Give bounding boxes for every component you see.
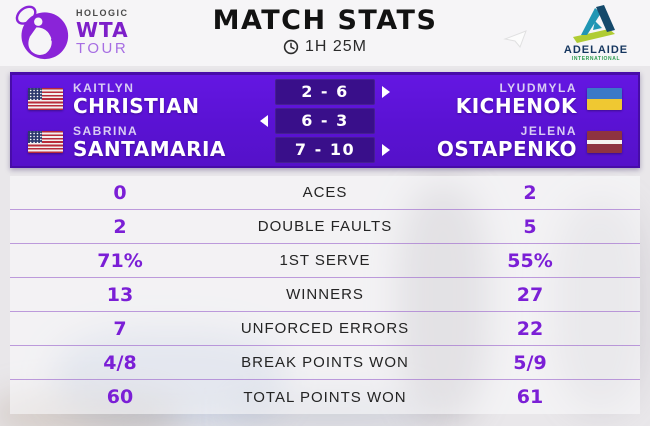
set-score-row: 2 - 6	[260, 78, 390, 105]
adelaide-wordmark: ADELAIDE	[563, 44, 629, 56]
right-team: LYUDMYLA KICHENOK JELENA OSTAPENKO	[437, 75, 622, 166]
player-first-name: KAITLYN	[73, 81, 135, 95]
set-winner-arrow-right	[382, 85, 390, 98]
left-team-value: 0	[113, 181, 127, 204]
stat-row-total-points-won: 60 TOTAL POINTS WON 61	[10, 380, 640, 414]
match-duration: 1H 25M	[304, 38, 368, 55]
player-last-name: CHRISTIAN	[73, 94, 200, 118]
right-team-value: 2	[523, 181, 537, 204]
stat-row-winners: 13 WINNERS 27	[10, 278, 640, 312]
stat-label: BREAK POINTS WON	[241, 354, 409, 371]
player-first-name: JELENA	[520, 124, 577, 138]
player-last-name: OSTAPENKO	[436, 137, 577, 161]
adelaide-emblem-icon	[573, 5, 615, 43]
player-row: KAITLYN CHRISTIAN	[28, 82, 226, 116]
adelaide-subtitle: INTERNATIONAL	[571, 56, 621, 62]
player-row: LYUDMYLA KICHENOK	[456, 82, 622, 116]
player-first-name: LYUDMYLA	[499, 81, 577, 95]
wta-wordmark: WTA	[76, 17, 129, 42]
player-last-name: KICHENOK	[455, 94, 577, 118]
stat-label: 1ST SERVE	[279, 252, 371, 269]
stat-label: DOUBLE FAULTS	[257, 218, 393, 235]
set-score-row: 7 - 10	[260, 136, 390, 163]
left-team: KAITLYN CHRISTIAN SABRINA SANTAMARIA	[28, 75, 226, 166]
clock-icon	[283, 39, 299, 55]
right-team-value: 22	[516, 317, 544, 340]
wta-emblem-icon	[15, 5, 69, 60]
set-scores: 2 - 6 6 - 3 7 - 10	[260, 78, 390, 163]
right-team-value: 61	[516, 386, 544, 408]
right-team-value: 27	[516, 283, 544, 306]
cursor-icon	[503, 30, 527, 48]
stat-row-break-points-won: 4/8 BREAK POINTS WON 5/9	[10, 346, 640, 380]
left-team-value: 13	[106, 283, 134, 306]
set-score: 7 - 10	[275, 136, 375, 163]
player-row: SABRINA SANTAMARIA	[28, 125, 226, 159]
set-score: 2 - 6	[275, 78, 375, 105]
scoreboard: KAITLYN CHRISTIAN SABRINA SANTAMARIA 2 -…	[10, 72, 640, 168]
latvia-flag	[587, 131, 622, 153]
title-block: MATCH STATS 1H 25M	[0, 5, 650, 56]
set-score-row: 6 - 3	[260, 107, 390, 134]
right-team-value: 5/9	[513, 351, 547, 374]
left-team-value: 60	[106, 386, 134, 408]
wta-tour-logo: HOLOGIC WTA TOUR	[14, 3, 129, 61]
left-team-value: 4/8	[103, 351, 137, 374]
left-team-value: 2	[113, 215, 127, 238]
stat-label: UNFORCED ERRORS	[240, 320, 410, 337]
left-team-value: 7	[113, 317, 127, 340]
stat-row-double-faults: 2 DOUBLE FAULTS 5	[10, 210, 640, 244]
player-first-name: SABRINA	[73, 124, 139, 138]
stat-row-aces: 0 ACES 2	[10, 176, 640, 210]
usa-flag	[28, 131, 63, 153]
page-title: MATCH STATS	[212, 5, 438, 36]
stat-label: WINNERS	[286, 286, 364, 303]
stat-label: TOTAL POINTS WON	[243, 388, 407, 406]
set-winner-arrow-left	[260, 114, 268, 127]
adelaide-international-logo: ADELAIDE INTERNATIONAL	[550, 4, 642, 62]
stat-row-unforced-errors: 7 UNFORCED ERRORS 22	[10, 312, 640, 346]
ukraine-flag	[587, 88, 622, 110]
usa-flag	[28, 88, 63, 110]
player-row: JELENA OSTAPENKO	[437, 125, 622, 159]
set-winner-arrow-right	[382, 143, 390, 156]
stat-label: ACES	[302, 184, 348, 201]
wta-wordmark-block: HOLOGIC WTA TOUR	[76, 7, 129, 57]
right-team-value: 5	[523, 215, 537, 238]
right-team-value: 55%	[507, 249, 553, 272]
hologic-wordmark: HOLOGIC	[76, 7, 129, 18]
stat-row-first-serve: 71% 1ST SERVE 55%	[10, 244, 640, 278]
match-duration-row: 1H 25M	[0, 38, 650, 56]
tour-wordmark: TOUR	[76, 39, 129, 57]
player-last-name: SANTAMARIA	[73, 137, 226, 161]
stats-panel: 0 ACES 2 2 DOUBLE FAULTS 5 71% 1ST SERVE…	[10, 176, 640, 414]
header: HOLOGIC WTA TOUR MATCH STATS 1H 25M	[0, 0, 650, 66]
left-team-value: 71%	[97, 249, 143, 272]
set-score: 6 - 3	[275, 107, 375, 134]
